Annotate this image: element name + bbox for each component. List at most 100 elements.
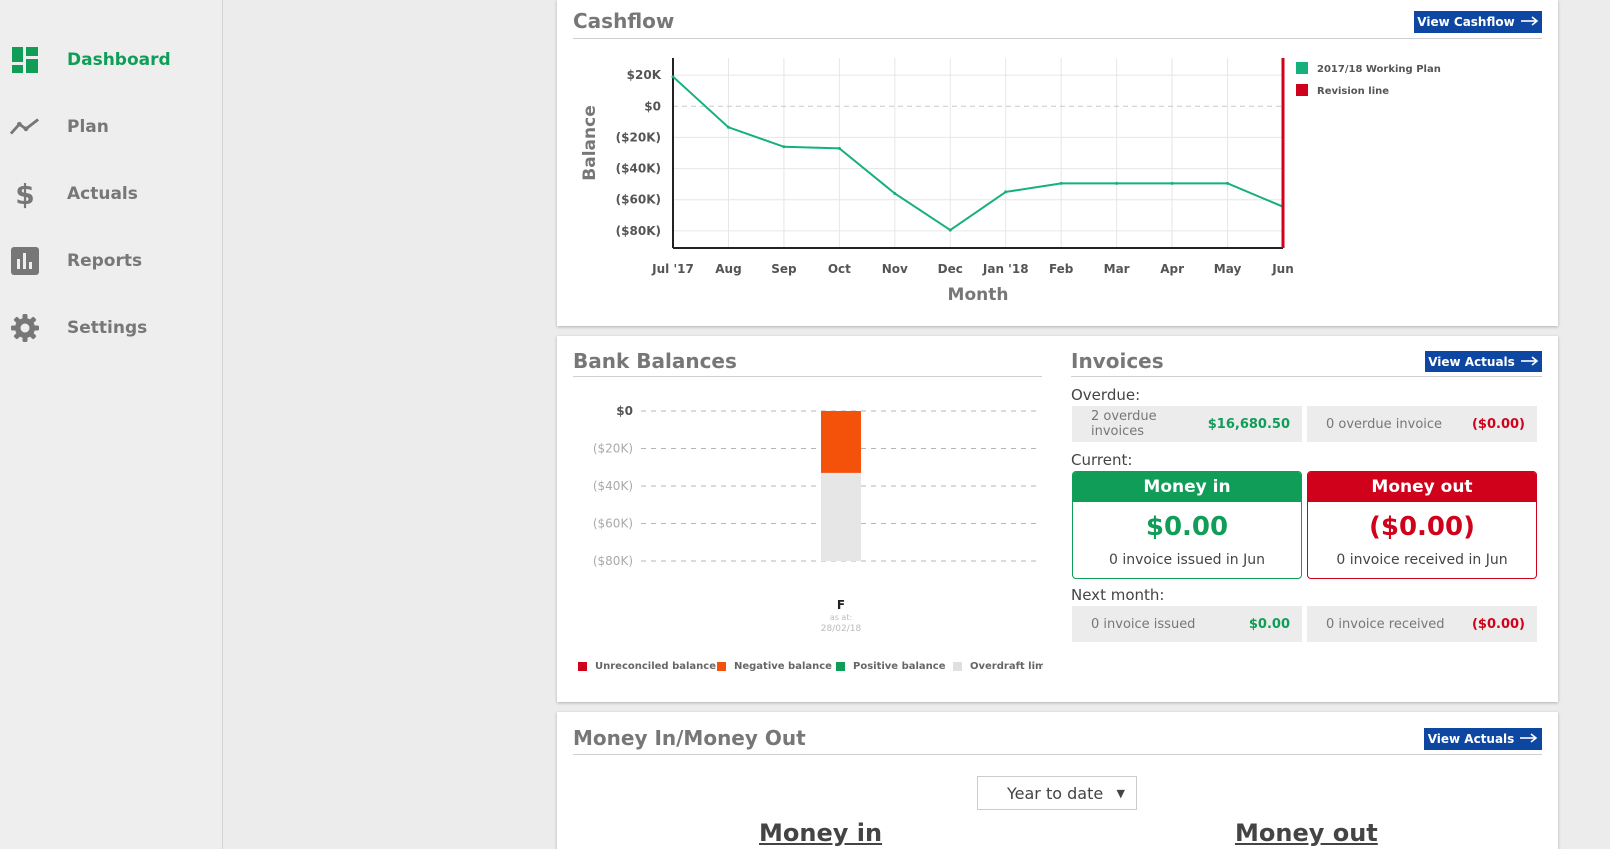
legend-label-working-plan: 2017/18 Working Plan xyxy=(1317,64,1441,75)
overdue-received-desc: 0 overdue invoice xyxy=(1326,416,1443,432)
y-tick-label: $0 xyxy=(616,404,633,418)
data-point xyxy=(1004,190,1008,194)
period-select[interactable]: Year to date ▼ xyxy=(977,776,1137,810)
money-in-amount: $0.00 xyxy=(1145,512,1229,542)
legend-overdraft-clip: Overdraft limit xyxy=(953,656,1043,674)
next-month-issued-amount: $0.00 xyxy=(1248,616,1290,632)
y-tick-label: ($40K) xyxy=(616,162,661,176)
view-cashflow-button[interactable]: View Cashflow xyxy=(1414,11,1542,33)
x-tick-label: Oct xyxy=(828,262,851,276)
money-in-out-title: Money In/Money Out xyxy=(573,726,806,750)
data-point xyxy=(837,146,841,150)
y-tick-label: ($80K) xyxy=(616,224,661,238)
money-in-box[interactable]: Money in $0.00 0 invoice issued in Jun xyxy=(1072,471,1302,579)
data-point xyxy=(671,75,675,79)
next-month-label: Next month: xyxy=(1071,586,1165,604)
next-month-received-amount: ($0.00) xyxy=(1471,616,1525,632)
x-tick-label: Feb xyxy=(1049,262,1074,276)
arrow-right-icon xyxy=(1520,355,1539,369)
legend-swatch xyxy=(953,662,962,671)
legend-swatch-working-plan xyxy=(1296,62,1308,74)
data-point xyxy=(893,191,897,195)
data-point xyxy=(1115,181,1119,185)
caret-down-icon: ▼ xyxy=(1116,786,1125,800)
as-at-date: 28/02/18 xyxy=(821,624,862,634)
data-point xyxy=(726,125,730,129)
legend-unreconciled: Unreconciled balance xyxy=(578,661,716,672)
legend-positive: Positive balance xyxy=(836,661,945,672)
money-in-title: Money in xyxy=(1073,472,1301,502)
x-tick-label: May xyxy=(1214,262,1242,276)
overdue-issued-box[interactable]: 2 overdue invoices $16,680.50 xyxy=(1072,406,1302,442)
sidebar-item-label: Settings xyxy=(67,318,148,338)
dollar-icon: $ xyxy=(15,177,35,211)
x-tick-label: Mar xyxy=(1104,262,1130,276)
x-category-label: F xyxy=(837,598,845,612)
y-tick-label: ($40K) xyxy=(593,479,633,493)
data-point xyxy=(1059,181,1063,185)
overdue-received-amount: ($0.00) xyxy=(1471,416,1525,432)
x-tick-label: Nov xyxy=(882,262,908,276)
sidebar-item-settings[interactable]: Settings xyxy=(0,308,222,348)
gear-icon xyxy=(10,313,40,343)
legend-label-revision: Revision line xyxy=(1317,86,1389,97)
cashflow-title: Cashflow xyxy=(573,9,675,33)
arrow-right-icon xyxy=(1520,732,1538,746)
y-tick-label: ($80K) xyxy=(593,554,633,568)
legend-swatch xyxy=(836,662,845,671)
divider xyxy=(573,38,1542,39)
view-actuals-button-2[interactable]: View Actuals xyxy=(1424,728,1542,750)
sidebar-item-label: Plan xyxy=(67,117,109,137)
x-tick-label: Apr xyxy=(1160,262,1184,276)
sidebar-item-reports[interactable]: Reports xyxy=(0,241,222,281)
button-label: View Actuals xyxy=(1428,354,1515,369)
series-line-working-plan xyxy=(672,75,1284,232)
period-select-value: Year to date xyxy=(1007,783,1104,803)
current-label: Current: xyxy=(1071,451,1133,469)
dashboard-icon xyxy=(10,45,40,75)
next-month-issued-desc: 0 invoice issued xyxy=(1091,616,1196,632)
y-tick-label: ($60K) xyxy=(616,193,661,207)
cashflow-chart: $20K $0 ($20K) ($40K) ($60K) ($80K) Jul '17 Aug… xyxy=(580,58,1441,305)
money-out-column-title: Money out xyxy=(1235,819,1378,847)
x-tick-label: Sep xyxy=(771,262,797,276)
money-out-sub: 0 invoice received in Jun xyxy=(1336,552,1508,568)
legend-negative: Negative balance xyxy=(717,661,832,672)
button-label: View Cashflow xyxy=(1417,15,1515,29)
bank-balances-chart: $0 ($20K) ($40K) ($60K) ($80K) Fas at: 28/02/1… xyxy=(593,404,1038,634)
money-out-amount: ($0.00) xyxy=(1368,512,1475,542)
sidebar-item-dashboard[interactable]: Dashboard xyxy=(0,40,222,80)
money-out-box[interactable]: Money out ($0.00) 0 invoice received in … xyxy=(1307,471,1537,579)
data-point xyxy=(1170,181,1174,185)
divider xyxy=(573,754,1542,755)
view-actuals-button[interactable]: View Actuals xyxy=(1425,351,1542,372)
sidebar-item-label: Actuals xyxy=(67,184,138,204)
y-tick-label: $0 xyxy=(644,99,661,113)
divider xyxy=(573,376,1042,377)
overdue-issued-desc: 2 overdue invoices xyxy=(1091,409,1157,439)
data-point xyxy=(782,145,786,149)
x-tick-label: Jun xyxy=(1271,262,1294,276)
sidebar-item-plan[interactable]: Plan xyxy=(0,107,222,147)
next-month-received-box[interactable]: 0 invoice received ($0.00) xyxy=(1307,606,1537,642)
invoices-title: Invoices xyxy=(1071,349,1164,373)
money-in-column-title: Money in xyxy=(759,819,883,847)
legend-label: Unreconciled balance xyxy=(595,661,716,672)
overdue-received-box[interactable]: 0 overdue invoice ($0.00) xyxy=(1307,406,1537,442)
y-tick-label: ($20K) xyxy=(616,130,661,144)
legend-label: Positive balance xyxy=(853,661,946,672)
legend-swatch-revision xyxy=(1296,84,1308,96)
x-tick-label: Jan '18 xyxy=(982,262,1029,276)
next-month-issued-box[interactable]: 0 invoice issued $0.00 xyxy=(1072,606,1302,642)
as-at-label: as at: xyxy=(830,613,852,622)
x-tick-label: Dec xyxy=(938,262,963,276)
bank-balances-title: Bank Balances xyxy=(573,349,737,373)
x-tick-label: Aug xyxy=(715,262,741,276)
bar-negative-balance xyxy=(821,411,861,473)
x-tick-label: Jul '17 xyxy=(651,262,694,276)
legend-label: Overdraft limit xyxy=(970,661,1043,672)
bar-chart-icon xyxy=(10,246,40,276)
y-tick-label: ($60K) xyxy=(593,517,633,531)
money-in-sub: 0 invoice issued in Jun xyxy=(1108,552,1265,568)
sidebar-item-actuals[interactable]: $ Actuals xyxy=(0,174,222,214)
